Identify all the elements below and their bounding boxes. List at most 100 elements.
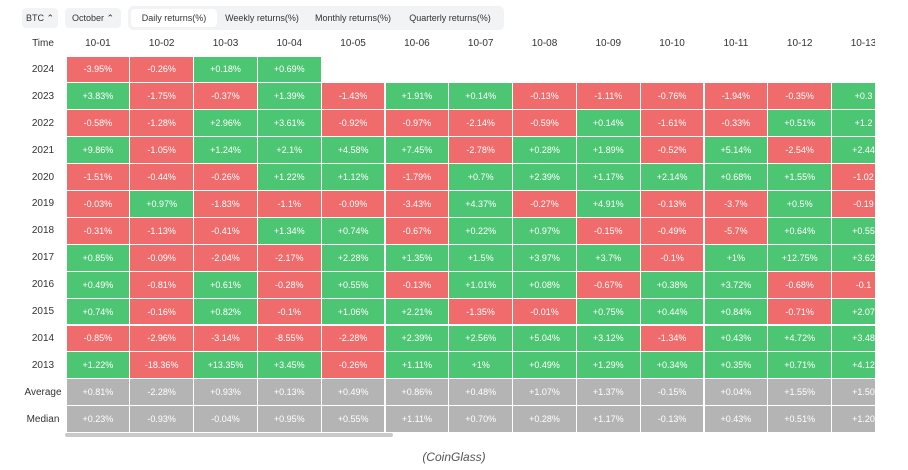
- return-cell: +0.85%: [66, 244, 130, 271]
- return-cell: +3.72%: [704, 271, 768, 298]
- return-cell: +0.61%: [194, 271, 257, 298]
- return-cell: +0.55%: [321, 271, 385, 298]
- return-cell: -1.1%: [257, 191, 321, 217]
- column-header: 10-09: [595, 37, 622, 49]
- return-cell: -0.16%: [130, 298, 194, 325]
- row-label: 2020: [31, 171, 55, 183]
- return-cell: +3.83%: [66, 83, 130, 110]
- return-cell: +0.69%: [257, 56, 321, 83]
- row-label: Average: [24, 386, 62, 398]
- return-cell: +0.14%: [576, 110, 640, 137]
- return-cell: +3.45%: [257, 352, 321, 379]
- return-cell: -0.49%: [640, 217, 704, 244]
- return-cell: -0.85%: [66, 325, 130, 352]
- return-cell: +1.5%: [449, 244, 513, 271]
- column-header: 10-08: [531, 37, 558, 49]
- row-label: 2017: [31, 252, 55, 264]
- return-cell: -18.36%: [130, 352, 194, 379]
- return-cell: +0.82%: [194, 298, 257, 325]
- return-cell: -0.13%: [640, 406, 704, 433]
- return-cell: +4.91%: [576, 191, 640, 217]
- return-cell: +1.37%: [576, 379, 640, 406]
- return-cell: +0.43%: [704, 325, 768, 352]
- return-cell: +0.81%: [66, 379, 130, 406]
- return-cell: -0.93%: [130, 406, 194, 433]
- return-cell: +1.2: [832, 110, 875, 137]
- return-cell: +4.12: [832, 352, 875, 379]
- return-cell: -0.13%: [513, 83, 576, 110]
- return-cell: +1.50: [832, 379, 875, 406]
- tab[interactable]: Quarterly returns(%): [409, 13, 491, 23]
- return-cell: +1.12%: [321, 164, 385, 190]
- return-cell: -0.01%: [513, 298, 576, 325]
- return-cell: -2.78%: [449, 137, 513, 164]
- column-header: 10-03: [212, 37, 239, 49]
- return-cell: +1.55%: [768, 379, 832, 406]
- tab[interactable]: Weekly returns(%): [225, 13, 299, 23]
- return-cell: -0.71%: [768, 298, 832, 325]
- return-cell: -0.09%: [321, 191, 385, 217]
- column-header: 10-04: [276, 37, 303, 49]
- return-cell: +1.17%: [576, 406, 640, 433]
- return-cell: -2.28%: [321, 325, 385, 352]
- return-cell: +2.44: [832, 137, 875, 164]
- return-cell: +0.08%: [513, 271, 576, 298]
- tab[interactable]: Monthly returns(%): [314, 13, 392, 23]
- return-cell: +0.70%: [449, 406, 513, 433]
- return-cell: +0.13%: [257, 379, 321, 406]
- return-cell: +4.58%: [321, 137, 385, 164]
- return-cell: -2.28%: [130, 379, 194, 406]
- return-cell: -1.05%: [130, 137, 194, 164]
- row-label: 2014: [31, 332, 55, 344]
- return-cell: +1.34%: [257, 217, 321, 244]
- return-cell: +2.07: [832, 298, 875, 325]
- return-cell: -0.37%: [194, 83, 257, 110]
- return-cell: +2.1%: [257, 137, 321, 164]
- return-cell: +1.06%: [321, 298, 385, 325]
- return-cell: -0.03%: [66, 191, 130, 217]
- row-label: 2016: [31, 279, 55, 291]
- return-cell: -1.83%: [194, 191, 257, 217]
- return-cell: +1.20: [832, 406, 875, 433]
- return-cell: -0.09%: [130, 244, 194, 271]
- return-cell: -1.61%: [640, 110, 704, 137]
- return-cell: +1.22%: [66, 352, 130, 379]
- return-cell: +12.75%: [768, 244, 832, 271]
- return-cell: -2.17%: [257, 244, 321, 271]
- return-cell: +0.7%: [449, 164, 513, 190]
- return-cell: -0.28%: [257, 271, 321, 298]
- return-cell: +4.72%: [768, 325, 832, 352]
- return-cell: +0.5%: [768, 191, 832, 217]
- coin-select[interactable]: BTC ⌃: [22, 8, 58, 28]
- return-cell: -0.67%: [576, 271, 640, 298]
- return-cell: +0.38%: [640, 271, 704, 298]
- return-cell: +2.28%: [321, 244, 385, 271]
- return-cell: +0.04%: [704, 379, 768, 406]
- return-cell: +1.01%: [449, 271, 513, 298]
- return-cell: +1%: [704, 244, 768, 271]
- month-select[interactable]: October ⌃: [65, 8, 121, 28]
- column-header: 10-10: [659, 37, 685, 49]
- return-cell: +2.56%: [449, 325, 513, 352]
- tab[interactable]: Daily returns(%): [131, 9, 217, 27]
- return-cell: +9.86%: [66, 137, 130, 164]
- return-cell: -3.43%: [385, 191, 449, 217]
- caption: (CoinGlass): [422, 450, 486, 464]
- return-cell: -1.75%: [130, 83, 194, 110]
- scrollbar[interactable]: [65, 433, 393, 437]
- return-cell: +1.17%: [576, 164, 640, 190]
- column-header: 10-05: [340, 37, 366, 49]
- return-cell: +0.84%: [704, 298, 768, 325]
- row-label: 2019: [31, 198, 55, 210]
- return-cell: +0.44%: [640, 298, 704, 325]
- return-cell: +1.55%: [768, 164, 832, 190]
- row-label: 2015: [31, 306, 55, 318]
- return-cell: +0.71%: [768, 352, 832, 379]
- return-cell: +0.97%: [130, 191, 194, 217]
- return-cell: +2.14%: [640, 164, 704, 190]
- return-cell: +0.49%: [513, 352, 576, 379]
- column-header: 10-12: [786, 37, 813, 49]
- return-cell: -1.94%: [704, 83, 768, 110]
- return-cell: -0.35%: [768, 83, 832, 110]
- return-cell: +3.97%: [513, 244, 576, 271]
